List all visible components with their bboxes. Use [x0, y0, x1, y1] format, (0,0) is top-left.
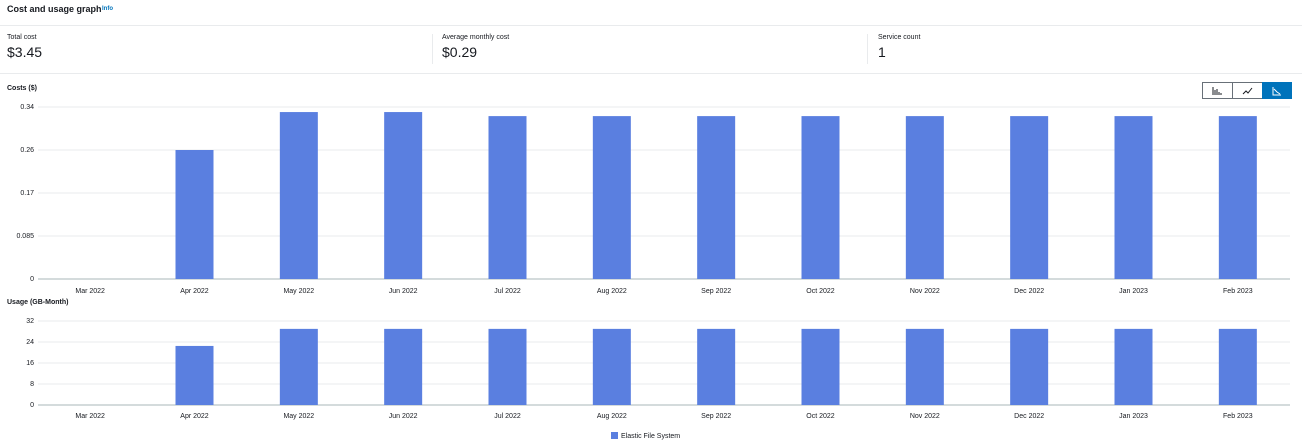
x-tick-label: Sep 2022: [701, 288, 731, 295]
x-tick-label: Nov 2022: [910, 413, 940, 420]
bar: [488, 116, 527, 279]
label: Service count: [878, 34, 921, 41]
bar: [175, 150, 214, 279]
summary-item: Total cost $3.45: [7, 34, 42, 60]
x-tick-label: Jun 2022: [389, 288, 418, 295]
x-tick-label: Dec 2022: [1014, 413, 1044, 420]
y-tick-label: 16: [26, 360, 34, 367]
y-tick-label: 32: [26, 318, 34, 325]
x-tick-label: May 2022: [283, 288, 314, 295]
bar: [801, 328, 840, 405]
bar: [488, 328, 527, 405]
value: $0.29: [442, 44, 478, 60]
value: 1: [878, 44, 886, 60]
bar: [697, 328, 736, 405]
stacked-toggle[interactable]: [1262, 82, 1292, 99]
bar: [384, 328, 423, 405]
divider: [867, 34, 868, 64]
x-tick-label: Jan 2023: [1119, 288, 1148, 295]
label: Total cost: [7, 34, 37, 41]
bar: [279, 328, 318, 405]
x-tick-label: Feb 2023: [1223, 288, 1253, 295]
icon: [1272, 87, 1281, 96]
y-tick-label: 0.26: [20, 147, 34, 154]
line-toggle[interactable]: [1232, 82, 1263, 99]
x-tick-label: Feb 2023: [1223, 413, 1253, 420]
y-tick-label: 0: [30, 402, 34, 409]
bar: [175, 345, 214, 405]
bar: [1114, 328, 1153, 405]
bar: [905, 116, 944, 279]
legend-swatch: [611, 432, 618, 439]
label: Average monthly cost: [442, 34, 510, 41]
x-tick-label: Apr 2022: [180, 413, 209, 420]
divider: [432, 34, 433, 64]
bar: [1218, 328, 1257, 405]
bar: [801, 116, 840, 279]
value: $3.45: [7, 44, 43, 60]
x-tick-label: Apr 2022: [180, 288, 209, 295]
bar: [1218, 116, 1257, 279]
charts: Costs ($) 0 0.085 0.17 0.26 0.34 Mar 2022 Apr 2…: [7, 82, 1292, 440]
bar: [592, 328, 631, 405]
icon: [1212, 87, 1222, 95]
bar: [592, 116, 631, 279]
x-tick-label: Jun 2022: [389, 413, 418, 420]
x-tick-label: Nov 2022: [910, 288, 940, 295]
bar: [905, 328, 944, 405]
x-tick-label: Mar 2022: [75, 413, 105, 420]
summary: Total cost $3.45 Average monthly cost $0.2…: [0, 26, 1302, 74]
bar: [384, 112, 423, 279]
x-tick-label: Aug 2022: [597, 413, 627, 420]
y-tick-label: 0: [30, 276, 34, 283]
summary-item: Service count 1: [878, 34, 920, 60]
y-tick-label: 0.34: [20, 104, 34, 111]
chart-type-toggle: [1202, 82, 1292, 99]
bar: [1010, 328, 1049, 405]
x-tick-label: Sep 2022: [701, 413, 731, 420]
bar: [279, 112, 318, 279]
bar: [1010, 116, 1049, 279]
info-link[interactable]: Info: [102, 6, 113, 12]
y-axis-title: Usage (GB-Month): [7, 299, 68, 306]
summary-item: Average monthly cost $0.29: [442, 34, 509, 60]
x-tick-label: Dec 2022: [1014, 288, 1044, 295]
x-tick-label: Jan 2023: [1119, 413, 1148, 420]
y-tick-label: 24: [26, 339, 34, 346]
y-axis-title: Costs ($): [7, 85, 37, 92]
bar: [697, 116, 736, 279]
x-tick-label: Oct 2022: [806, 413, 835, 420]
y-tick-label: 8: [30, 381, 34, 388]
legend-label: Elastic File System: [621, 433, 680, 440]
x-tick-label: May 2022: [283, 413, 314, 420]
title: Cost and usage graph: [7, 4, 102, 14]
x-tick-label: Jul 2022: [494, 413, 521, 420]
header: Cost and usage graph Info: [0, 0, 1302, 26]
y-tick-label: 0.17: [20, 190, 34, 197]
x-tick-label: Aug 2022: [597, 288, 627, 295]
x-tick-label: Mar 2022: [75, 288, 105, 295]
x-tick-label: Jul 2022: [494, 288, 521, 295]
bar: [1114, 116, 1153, 279]
x-tick-label: Oct 2022: [806, 288, 835, 295]
icon: [1242, 87, 1253, 95]
y-tick-label: 0.085: [16, 233, 34, 240]
